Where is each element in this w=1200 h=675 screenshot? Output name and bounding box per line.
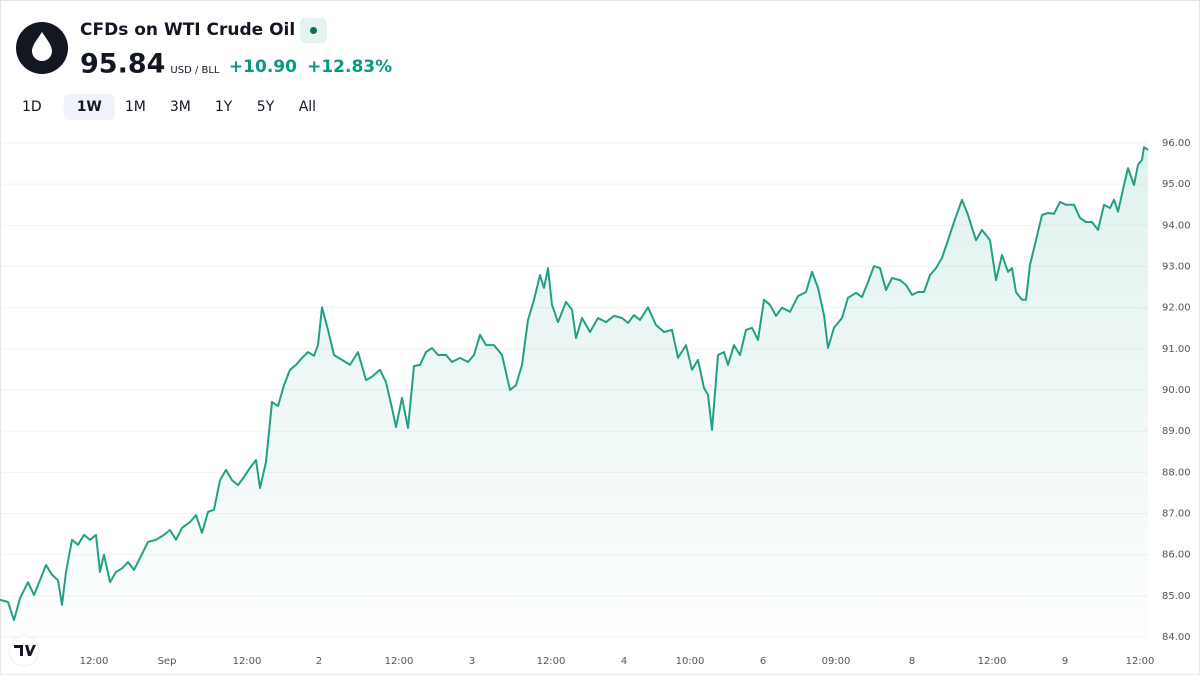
- y-tick-label: 92.00: [1162, 303, 1191, 314]
- price-line: [0, 146, 1149, 622]
- y-tick-label: 89.00: [1162, 426, 1191, 437]
- range-button[interactable]: All: [299, 99, 316, 115]
- y-tick-label: 95.00: [1162, 179, 1191, 190]
- change: +10.90: [229, 57, 297, 77]
- range-button[interactable]: 1D: [22, 99, 42, 115]
- y-tick-label: 90.00: [1162, 385, 1191, 396]
- y-tick-label: 93.00: [1162, 262, 1191, 273]
- range-button[interactable]: 1M: [125, 99, 146, 115]
- range-button[interactable]: 3M: [170, 99, 191, 115]
- x-tick-label: 12:00: [233, 656, 262, 667]
- y-tick-label: 94.00: [1162, 220, 1191, 231]
- x-tick-label: 8: [909, 656, 915, 667]
- y-tick-label: 84.00: [1162, 632, 1191, 643]
- x-tick-label: 3: [469, 656, 475, 667]
- y-tick-label: 91.00: [1162, 344, 1191, 355]
- y-tick-label: 85.00: [1162, 591, 1191, 602]
- y-tick-label: 88.00: [1162, 467, 1191, 478]
- range-button[interactable]: 1W: [77, 99, 102, 115]
- x-tick-label: 9: [1062, 656, 1068, 667]
- x-tick-label: 10:00: [676, 656, 705, 667]
- area-fill: [0, 147, 1148, 637]
- title: CFDs on WTI Crude Oil: [80, 20, 295, 40]
- x-tick-label: 12:00: [978, 656, 1007, 667]
- x-tick-label: Sep: [158, 656, 177, 667]
- tradingview-logo: [8, 635, 40, 667]
- y-tick-label: 96.00: [1162, 138, 1191, 149]
- symbol-icon: [16, 22, 68, 74]
- x-tick-label: 12:00: [1126, 656, 1155, 667]
- y-tick-label: 87.00: [1162, 509, 1191, 520]
- x-tick-label: 12:00: [80, 656, 109, 667]
- unit: USD / BLL: [170, 65, 220, 76]
- x-tick-label: 12:00: [385, 656, 414, 667]
- range-button[interactable]: 1Y: [215, 99, 233, 115]
- x-tick-label: 2: [316, 656, 322, 667]
- y-tick-label: 86.00: [1162, 550, 1191, 561]
- x-tick-label: 6: [760, 656, 766, 667]
- x-tick-label: 09:00: [822, 656, 851, 667]
- status-dot: [310, 27, 317, 34]
- price: 95.84: [80, 49, 165, 80]
- range-button[interactable]: 5Y: [257, 99, 275, 115]
- x-tick-label: 12:00: [537, 656, 566, 667]
- x-tick-label: 4: [621, 656, 627, 667]
- range-button-bg: [63, 94, 115, 120]
- change-percent: +12.83%: [307, 57, 392, 77]
